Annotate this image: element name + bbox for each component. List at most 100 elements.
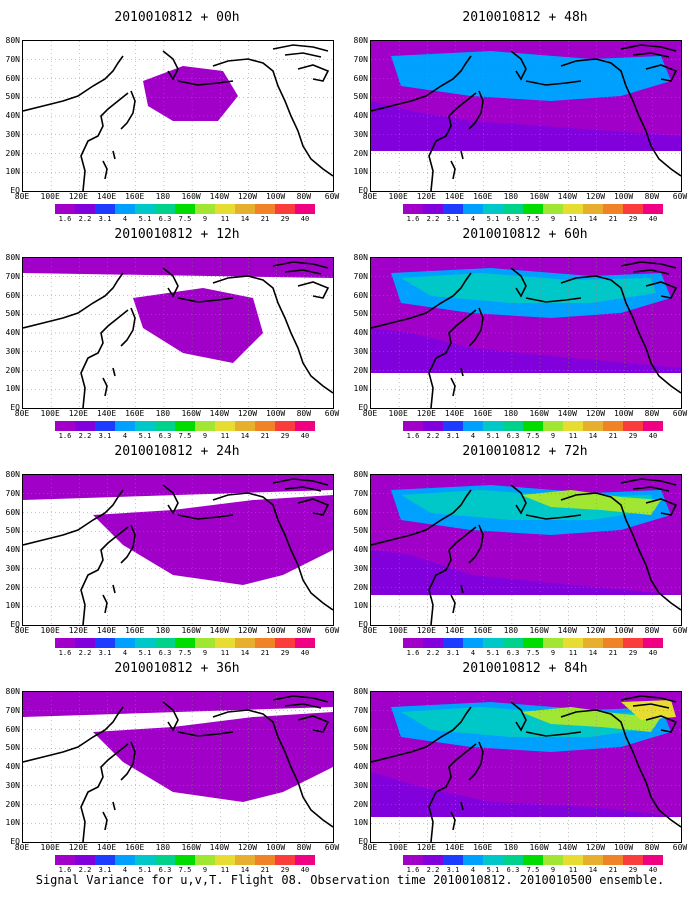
coastline: [23, 706, 124, 763]
colorbar-swatch: [275, 855, 295, 865]
coastline: [510, 267, 527, 298]
longitude-label: 160W: [181, 843, 201, 852]
colorbar-swatch: [563, 421, 583, 431]
latitude-label: 30N: [5, 129, 20, 139]
variance-region: [23, 692, 333, 802]
colorbar: [403, 638, 663, 648]
latitude-label: 50N: [353, 309, 368, 319]
longitude-label: 140E: [444, 192, 465, 201]
longitude-label: 140W: [209, 626, 229, 635]
colorbar-label: 9: [202, 649, 208, 657]
colorbar-label: 29: [628, 432, 638, 440]
colorbar-swatch: [403, 855, 423, 865]
longitude-label: 120W: [585, 843, 606, 852]
colorbar-swatch: [563, 204, 583, 214]
longitude-label: 80E: [14, 626, 30, 635]
coastline: [120, 524, 136, 564]
colorbar-label: 5.1: [486, 649, 500, 657]
colorbar-label: 6.3: [158, 432, 172, 440]
longitude-label: 160W: [529, 843, 549, 852]
latitude-label: 60N: [5, 73, 20, 83]
longitude-label: 100W: [265, 843, 286, 852]
longitude-label: 60W: [324, 626, 340, 635]
latitude-label: 30N: [5, 780, 20, 790]
colorbar-label: 1.6: [58, 215, 72, 223]
longitude-label: 180: [155, 192, 171, 201]
longitude-label: 140W: [557, 843, 577, 852]
coastline: [80, 743, 129, 842]
longitude-label: 120E: [68, 626, 88, 635]
coastline: [80, 309, 129, 408]
colorbar-label: 21: [260, 432, 270, 440]
colorbar-swatch: [275, 638, 295, 648]
latitude-label: EQ: [358, 837, 368, 846]
latitude-label: 20N: [5, 799, 20, 809]
colorbar-label: 11: [220, 649, 230, 657]
longitude-label: 160E: [125, 409, 145, 418]
latitude-label: 40N: [5, 545, 20, 554]
latitude-label: 40N: [353, 111, 368, 120]
coastline: [468, 90, 484, 130]
longitude-label: 120E: [68, 843, 88, 852]
longitude-label: 140E: [96, 192, 117, 201]
latitude-label: 70N: [5, 271, 20, 281]
longitude-label: 60W: [672, 843, 688, 852]
latitude-label: 50N: [353, 92, 368, 102]
longitude-label: 120W: [585, 626, 606, 635]
colorbar-swatch: [195, 421, 215, 431]
colorbar-swatch: [235, 638, 255, 648]
colorbar-swatch: [643, 638, 663, 648]
colorbar-swatch: [443, 204, 463, 214]
latitude-label: 60N: [353, 290, 368, 300]
colorbar-swatch: [423, 855, 443, 865]
coastline: [23, 489, 124, 546]
coastline: [177, 514, 234, 520]
colorbar: [55, 855, 315, 865]
longitude-label: 160W: [181, 192, 201, 201]
colorbar-label: 2.2: [426, 432, 440, 440]
colorbar-label: 40: [648, 649, 658, 657]
coastline: [560, 709, 681, 828]
colorbar-label: 11: [568, 432, 578, 440]
coastline: [371, 272, 472, 329]
colorbar-swatch: [483, 638, 503, 648]
colorbar-swatch: [55, 638, 75, 648]
colorbar-label: 11: [568, 649, 578, 657]
colorbar-label: 5.1: [138, 866, 152, 874]
colorbar-swatch: [115, 638, 135, 648]
colorbar-swatch: [295, 638, 315, 648]
coastline: [102, 367, 116, 397]
colorbar-swatch: [75, 204, 95, 214]
longitude-label: 180: [503, 192, 519, 201]
colorbar-label: 1.6: [406, 432, 420, 440]
coastline: [560, 58, 681, 177]
longitude-label: 160E: [125, 843, 145, 852]
colorbar-label: 5.1: [486, 432, 500, 440]
variance-band-blue: [391, 51, 671, 101]
latitude-label: 10N: [5, 818, 20, 828]
colorbar-label: 5.1: [138, 432, 152, 440]
colorbar-label: 3.1: [98, 866, 112, 874]
colorbar-swatch: [563, 638, 583, 648]
latitude-label: 40N: [353, 762, 368, 771]
variance-band-green: [521, 490, 661, 515]
colorbar-label: 14: [588, 215, 598, 223]
latitude-label: 10N: [353, 167, 368, 177]
colorbar-label: 40: [300, 432, 310, 440]
coastline: [102, 584, 116, 614]
latitude-label: 10N: [353, 384, 368, 394]
colorbar-label: 29: [280, 866, 290, 874]
coastline: [272, 44, 329, 58]
coastline: [428, 92, 477, 191]
coastline: [525, 731, 582, 737]
map-panel: [370, 40, 682, 192]
colorbar-swatch: [603, 638, 623, 648]
colorbar-label: 14: [240, 432, 250, 440]
colorbar-label: 1.6: [58, 649, 72, 657]
longitude-label: 100E: [388, 626, 408, 635]
colorbar-swatch: [403, 204, 423, 214]
colorbar-swatch: [135, 204, 155, 214]
longitude-label: 100W: [613, 626, 634, 635]
coastline: [645, 64, 678, 82]
latitude-label: 30N: [5, 563, 20, 573]
